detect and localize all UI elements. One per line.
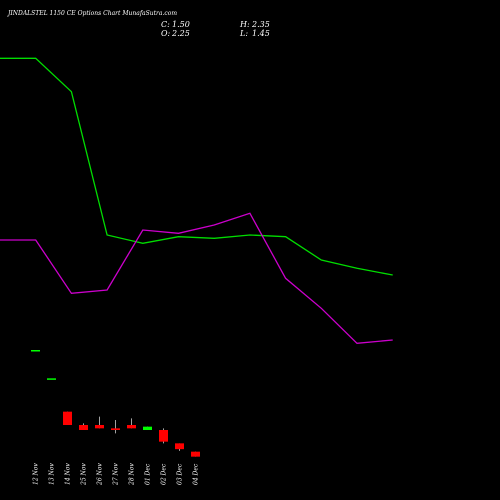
candles (31, 350, 200, 457)
candle (79, 423, 88, 430)
overlay-line-1 (0, 212, 393, 344)
candle (159, 428, 168, 444)
close-label: C: (161, 20, 170, 29)
candle (191, 451, 200, 457)
candle-body (47, 378, 56, 380)
x-tick-label: 13 Nov (49, 463, 56, 485)
candle-body (191, 451, 200, 457)
x-tick-label: 01 Dec (145, 463, 152, 485)
x-tick-label: 03 Dec (177, 463, 184, 485)
candle-body (127, 425, 136, 429)
low-value: 1.45 (252, 29, 270, 38)
candle-body (95, 425, 104, 429)
candle-body (143, 426, 152, 430)
x-tick-label: 12 Nov (33, 463, 40, 485)
candle (47, 378, 56, 380)
candle-body (175, 443, 184, 450)
candle-body (111, 428, 120, 430)
open-label: O: (161, 29, 171, 38)
x-tick-label: 04 Dec (193, 463, 200, 485)
candle (127, 418, 136, 429)
candle-body (63, 411, 72, 425)
x-tick-label: 02 Dec (161, 463, 168, 485)
candle (63, 411, 72, 425)
high-value: 2.35 (251, 20, 270, 29)
x-tick-label: 26 Nov (97, 463, 104, 486)
candle (143, 426, 152, 430)
high-label: H: (239, 20, 250, 29)
candle (95, 416, 104, 429)
overlay-lines (0, 57, 393, 344)
overlay-line-0 (0, 57, 393, 276)
x-axis-labels: 12 Nov 13 Nov 14 Nov 25 Nov 26 Nov 27 Nov 28 N… (33, 463, 200, 486)
close-value: 1.50 (172, 20, 190, 29)
x-tick-label: 27 Nov (113, 463, 120, 486)
candle (111, 420, 120, 434)
candle (175, 443, 184, 451)
candle (31, 350, 40, 352)
candle-body (79, 425, 88, 430)
candle-body (159, 430, 168, 442)
candle-body (31, 350, 40, 352)
chart-title: JINDALSTEL 1150 CE Options Chart MunafaS… (6, 10, 177, 17)
open-value: 2.25 (171, 29, 190, 38)
x-tick-label: 14 Nov (65, 463, 72, 485)
x-tick-label: 25 Nov (81, 463, 88, 486)
chart-header: JINDALSTEL 1150 CE Options Chart MunafaS… (6, 10, 270, 38)
low-label: L: (239, 29, 248, 38)
x-tick-label: 28 Nov (129, 463, 136, 486)
